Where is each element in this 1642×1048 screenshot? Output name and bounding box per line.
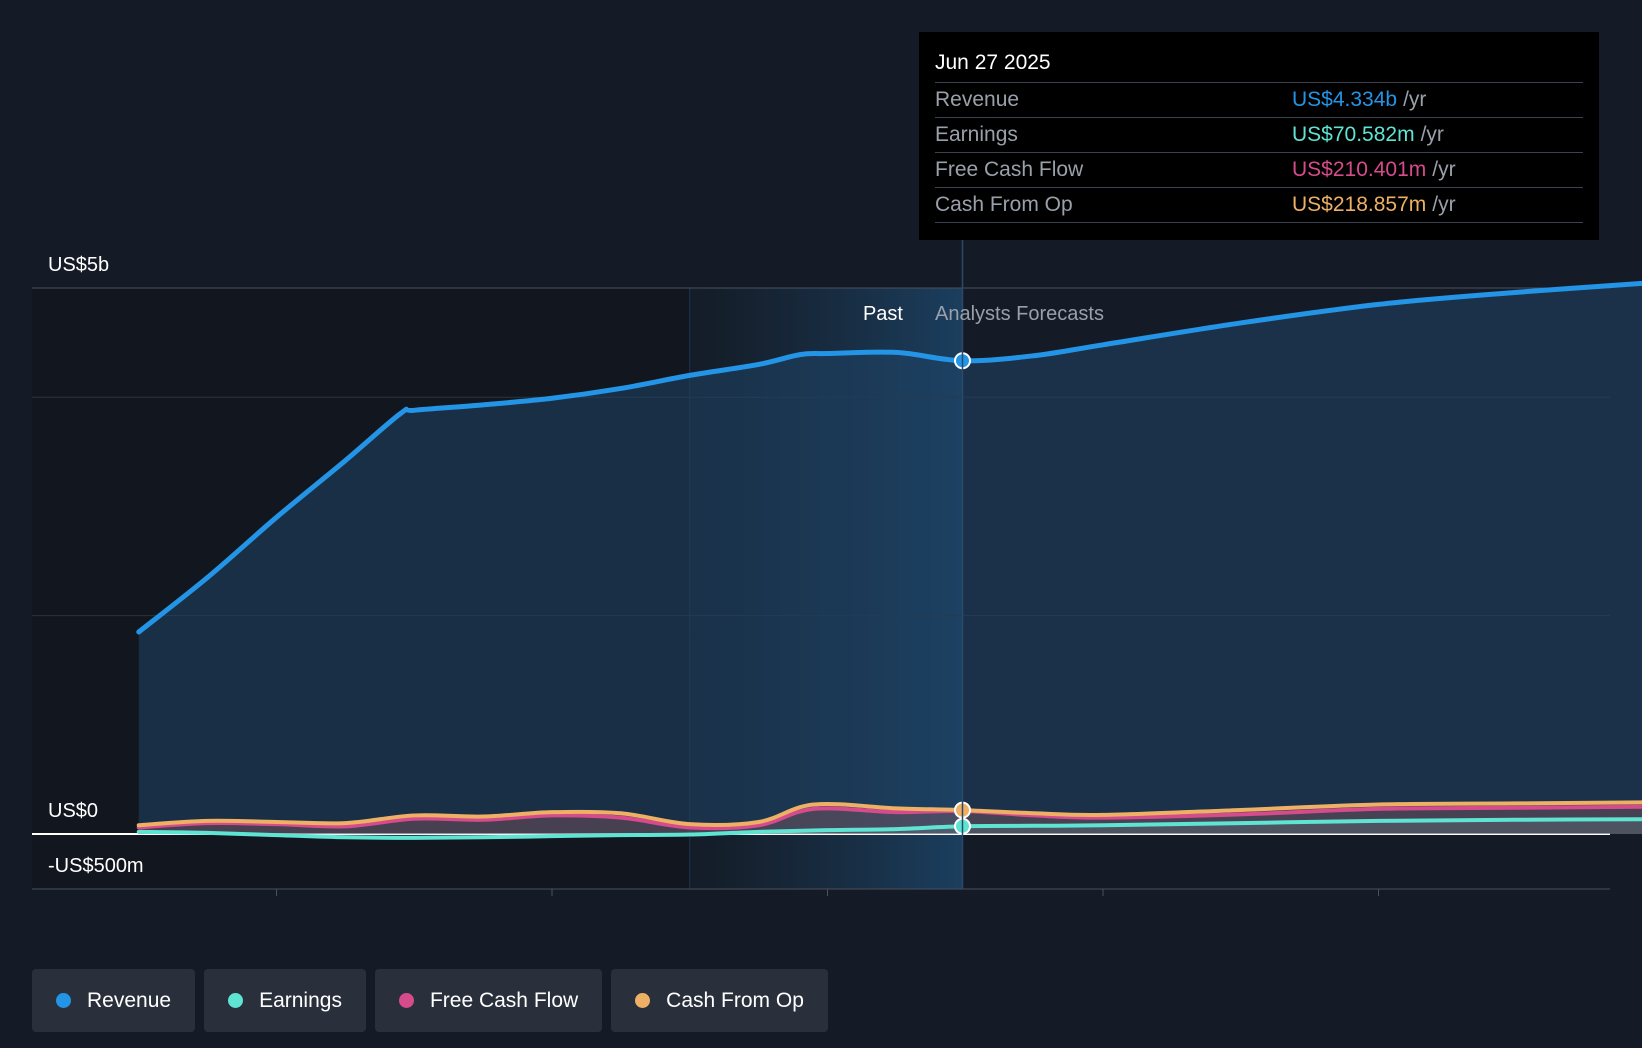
tooltip-row-cash-from-op: Cash From Op US$218.857m /yr — [935, 188, 1583, 223]
tooltip-value: US$70.582m — [1292, 123, 1415, 146]
tooltip-unit: /yr — [1432, 158, 1456, 181]
revenue-dot-icon — [56, 993, 71, 1008]
cash-from-op-line — [136, 800, 1642, 828]
financial-chart: US$5b US$0 -US$500m Past Analysts Foreca… — [32, 240, 1642, 896]
tooltip-row-free-cash-flow: Free Cash Flow US$210.401m /yr — [935, 153, 1583, 188]
tooltip-date: Jun 27 2025 — [935, 46, 1583, 83]
y-tick-bottom: -US$500m — [48, 855, 144, 877]
free-cash-flow-dot-icon — [398, 993, 414, 1008]
tooltip-row-earnings: Earnings US$70.582m /yr — [935, 118, 1583, 153]
legend-label: Revenue — [87, 988, 172, 1012]
legend-item-cash-from-op[interactable]: Cash From Op — [611, 969, 828, 1032]
tooltip-row-revenue: Revenue US$4.334b /yr — [935, 83, 1583, 118]
tooltip-unit: /yr — [1403, 88, 1427, 111]
tooltip-label: Free Cash Flow — [935, 158, 1084, 181]
earnings-dot-icon — [228, 993, 244, 1008]
tooltip-value: US$4.334b — [1292, 88, 1398, 111]
legend-item-free-cash-flow[interactable]: Free Cash Flow — [374, 969, 603, 1032]
past-label: Past — [863, 303, 903, 325]
tooltip-value: US$210.401m — [1292, 158, 1427, 181]
legend-label: Free Cash Flow — [429, 988, 579, 1012]
y-tick-top: US$5b — [48, 254, 109, 276]
cash-from-op-dot-icon — [635, 993, 651, 1008]
tooltip-label: Revenue — [935, 88, 1020, 111]
legend-item-revenue[interactable]: Revenue — [32, 969, 196, 1032]
free-cash-flow-line — [136, 804, 1642, 831]
tooltip-label: Earnings — [935, 123, 1018, 146]
tooltip-value: US$218.857m — [1292, 193, 1427, 216]
y-tick-zero: US$0 — [48, 800, 98, 822]
tooltip-unit: /yr — [1420, 123, 1444, 146]
legend-label: Cash From Op — [666, 988, 804, 1012]
legend-item-earnings[interactable]: Earnings — [204, 969, 366, 1032]
legend: Revenue Earnings Free Cash Flow Cash Fro… — [32, 969, 828, 1032]
earnings-line — [136, 817, 1642, 840]
forecast-label: Analysts Forecasts — [935, 303, 1104, 325]
revenue-area — [138, 283, 1642, 834]
legend-label: Earnings — [259, 988, 342, 1012]
tooltip-unit: /yr — [1432, 193, 1456, 216]
tooltip: Jun 27 2025 Revenue US$4.334b /yr Earnin… — [919, 32, 1599, 240]
revenue-line — [136, 280, 1642, 635]
tooltip-label: Cash From Op — [935, 193, 1073, 216]
